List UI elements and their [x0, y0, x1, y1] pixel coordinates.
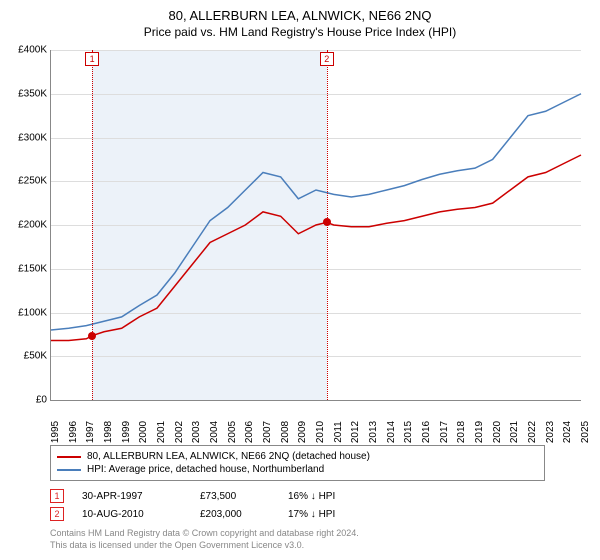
- y-tick-label: £200K: [7, 220, 47, 231]
- x-axis-labels: 1995 1996 1997 1998 1999 2000 2001 2002 2003 2004…: [50, 402, 580, 442]
- legend-row-property: 80, ALLERBURN LEA, ALNWICK, NE66 2NQ (de…: [57, 450, 538, 463]
- chart-subtitle: Price paid vs. HM Land Registry's House …: [0, 23, 600, 39]
- y-tick-label: £150K: [7, 263, 47, 274]
- x-tick-label: 1999: [121, 421, 132, 443]
- sales-table: 1 30-APR-1997 £73,500 16% ↓ HPI 2 10-AUG-2010…: [50, 487, 545, 523]
- sale-pct-vs-hpi: 16% ↓ HPI: [288, 491, 398, 502]
- x-tick-label: 2000: [138, 421, 149, 443]
- x-tick-label: 2024: [562, 421, 573, 443]
- legend-swatch-property: [57, 456, 81, 458]
- x-tick-label: 2020: [492, 421, 503, 443]
- x-tick-label: 2012: [350, 421, 361, 443]
- footer-line-2: This data is licensed under the Open Gov…: [50, 540, 545, 552]
- legend-row-hpi: HPI: Average price, detached house, Nort…: [57, 463, 538, 476]
- x-tick-label: 2013: [368, 421, 379, 443]
- y-tick-label: £0: [7, 395, 47, 406]
- legend-box: 80, ALLERBURN LEA, ALNWICK, NE66 2NQ (de…: [50, 445, 545, 481]
- x-tick-label: 1998: [103, 421, 114, 443]
- x-tick-label: 2018: [456, 421, 467, 443]
- chart-container: 80, ALLERBURN LEA, ALNWICK, NE66 2NQ Pri…: [0, 0, 600, 560]
- y-tick-label: £50K: [7, 351, 47, 362]
- x-tick-label: 2007: [262, 421, 273, 443]
- y-tick-label: £350K: [7, 88, 47, 99]
- x-tick-label: 2010: [315, 421, 326, 443]
- x-tick-label: 2006: [244, 421, 255, 443]
- x-tick-label: 1996: [68, 421, 79, 443]
- plot-area: £0£50K£100K£150K£200K£250K£300K£350K£400…: [50, 50, 581, 401]
- x-tick-label: 2003: [191, 421, 202, 443]
- x-tick-label: 2025: [580, 421, 591, 443]
- line-layer: [51, 50, 581, 400]
- legend-label-hpi: HPI: Average price, detached house, Nort…: [87, 464, 324, 475]
- x-tick-label: 2008: [280, 421, 291, 443]
- x-tick-label: 2004: [209, 421, 220, 443]
- footer-attribution: Contains HM Land Registry data © Crown c…: [50, 528, 545, 551]
- sale-pct-vs-hpi: 17% ↓ HPI: [288, 509, 398, 520]
- sale-point: [88, 332, 96, 340]
- x-tick-label: 2005: [227, 421, 238, 443]
- footer-line-1: Contains HM Land Registry data © Crown c…: [50, 528, 545, 540]
- y-tick-label: £250K: [7, 176, 47, 187]
- y-tick-label: £400K: [7, 45, 47, 56]
- x-tick-label: 2014: [386, 421, 397, 443]
- sale-price: £73,500: [200, 491, 270, 502]
- sale-row: 1 30-APR-1997 £73,500 16% ↓ HPI: [50, 487, 545, 505]
- x-tick-label: 1997: [85, 421, 96, 443]
- sale-index-box: 2: [50, 507, 64, 521]
- sale-point: [323, 218, 331, 226]
- sale-marker-box: 2: [320, 52, 334, 66]
- sale-price: £203,000: [200, 509, 270, 520]
- x-tick-label: 2015: [403, 421, 414, 443]
- x-tick-label: 2017: [439, 421, 450, 443]
- sale-date: 30-APR-1997: [82, 491, 182, 502]
- chart-title: 80, ALLERBURN LEA, ALNWICK, NE66 2NQ: [0, 0, 600, 23]
- x-tick-label: 2011: [333, 421, 344, 443]
- sale-index-box: 1: [50, 489, 64, 503]
- x-tick-label: 2002: [174, 421, 185, 443]
- y-tick-label: £100K: [7, 307, 47, 318]
- sale-guideline: [92, 50, 93, 400]
- x-tick-label: 2019: [474, 421, 485, 443]
- x-tick-label: 2021: [509, 421, 520, 443]
- sale-row: 2 10-AUG-2010 £203,000 17% ↓ HPI: [50, 505, 545, 523]
- x-tick-label: 2023: [545, 421, 556, 443]
- x-tick-label: 2022: [527, 421, 538, 443]
- sale-date: 10-AUG-2010: [82, 509, 182, 520]
- series-property: [51, 155, 581, 341]
- x-tick-label: 1995: [50, 421, 61, 443]
- series-hpi: [51, 94, 581, 330]
- x-tick-label: 2009: [297, 421, 308, 443]
- x-tick-label: 2001: [156, 421, 167, 443]
- legend-label-property: 80, ALLERBURN LEA, ALNWICK, NE66 2NQ (de…: [87, 451, 370, 462]
- legend-swatch-hpi: [57, 469, 81, 471]
- y-tick-label: £300K: [7, 132, 47, 143]
- sale-marker-box: 1: [85, 52, 99, 66]
- x-tick-label: 2016: [421, 421, 432, 443]
